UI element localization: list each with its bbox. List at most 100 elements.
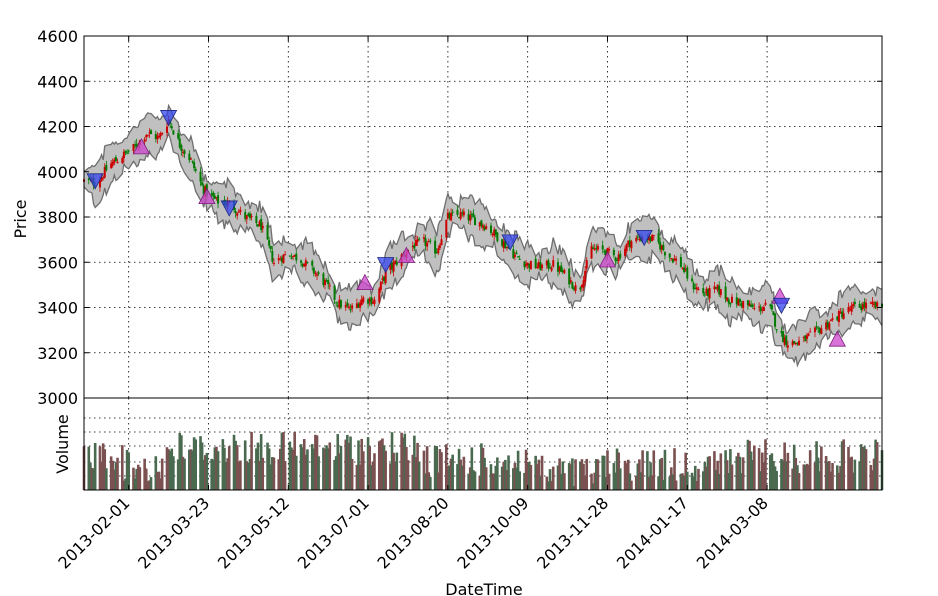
candle-body <box>826 321 829 328</box>
candle-body <box>536 266 539 268</box>
volume-bar <box>820 446 823 490</box>
volume-bar <box>618 468 622 490</box>
candle-body <box>861 304 864 309</box>
candle-body <box>470 213 473 215</box>
volume-bar <box>135 468 138 490</box>
volume-bar <box>143 458 146 490</box>
candle-body <box>113 159 116 164</box>
volume-bar <box>813 462 817 490</box>
candle-body <box>668 253 671 258</box>
candle-body <box>193 162 196 169</box>
volume-bar <box>315 435 319 490</box>
volume-bar <box>256 442 260 490</box>
volume-bar <box>494 465 498 490</box>
candle-body <box>496 232 499 242</box>
volume-bar <box>559 473 563 490</box>
volume-bar <box>472 470 475 490</box>
volume-bar <box>839 465 842 490</box>
candle-body <box>802 336 805 339</box>
volume-bar <box>859 444 863 490</box>
candle-body <box>336 305 339 307</box>
candle-body <box>124 150 127 153</box>
volume-bar <box>551 466 555 490</box>
candle-body <box>582 280 585 288</box>
candle-body <box>715 287 718 289</box>
candle-body <box>212 192 215 197</box>
candle-body <box>681 268 684 270</box>
candle-body <box>126 152 129 154</box>
candle-body <box>368 298 371 302</box>
candle-body <box>418 238 421 240</box>
volume-bar <box>448 465 451 490</box>
y-tick-label: 4200 <box>37 118 78 137</box>
volume-bar <box>422 450 426 490</box>
volume-bar <box>121 445 124 490</box>
volume-bar <box>191 450 194 490</box>
volume-bar <box>523 472 526 490</box>
band-lower-line <box>83 131 883 368</box>
signal-markers <box>86 110 846 347</box>
volume-bar <box>828 461 831 490</box>
volume-bar <box>724 450 727 490</box>
volume-bar <box>98 446 102 490</box>
volume-bar <box>574 459 577 490</box>
candle-body <box>764 302 767 305</box>
volume-bar <box>358 464 362 490</box>
candle-body <box>534 258 537 268</box>
volume-bar <box>302 439 306 490</box>
candle-body <box>304 260 307 266</box>
volume-bar <box>347 442 351 490</box>
volume-bar <box>524 449 528 490</box>
band-fill <box>84 105 882 366</box>
candle-body <box>217 195 220 204</box>
candle-body <box>549 267 552 269</box>
candle-body <box>150 130 153 135</box>
candle-body <box>322 273 325 286</box>
candle-body <box>841 311 844 318</box>
price-band <box>83 103 883 368</box>
candle-body <box>798 340 801 346</box>
volume-bar <box>652 450 656 490</box>
candle-body <box>159 133 162 137</box>
candle-body <box>239 209 242 212</box>
candle-body <box>825 322 828 330</box>
volume-bar <box>478 475 482 490</box>
candle-body <box>422 237 425 240</box>
volume-bar <box>797 473 801 490</box>
candle-body <box>183 150 186 154</box>
volume-bar <box>379 440 383 490</box>
candle-body <box>820 328 823 334</box>
volume-bar <box>606 450 609 490</box>
volume-bar <box>768 455 772 490</box>
y-tick-label: 4600 <box>37 27 78 46</box>
volume-bar <box>638 459 641 490</box>
volume-bar <box>165 447 169 490</box>
volume-bar <box>401 437 405 490</box>
candle-body <box>344 305 347 308</box>
volume-bar <box>649 462 652 490</box>
volume-bar <box>729 449 732 490</box>
volume-bar <box>713 451 716 490</box>
volume-bar <box>871 470 874 490</box>
candle-body <box>379 281 382 291</box>
volume-bar <box>178 433 182 490</box>
volume-bar <box>534 455 537 490</box>
candle-body <box>829 319 832 321</box>
volume-bar <box>317 456 320 490</box>
volume-bar <box>172 456 175 490</box>
candle-body <box>347 306 350 309</box>
candle-body <box>627 240 630 245</box>
candle-body <box>416 239 419 242</box>
candle-body <box>280 257 283 262</box>
volume-bar <box>314 434 317 490</box>
volume-bar <box>780 458 783 490</box>
candle-body <box>474 217 477 226</box>
volume-bar <box>425 446 429 490</box>
volume-bar <box>149 477 153 490</box>
y-tick-label: 4400 <box>37 72 78 91</box>
volume-bar <box>224 461 228 490</box>
candle-body <box>178 138 181 148</box>
volume-bar <box>470 447 474 490</box>
volume-bar <box>681 473 684 490</box>
volume-bar <box>168 451 172 490</box>
